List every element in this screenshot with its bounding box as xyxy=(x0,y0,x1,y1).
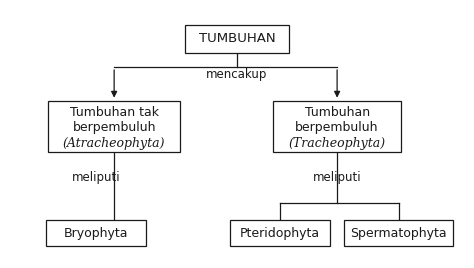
Text: Bryophyta: Bryophyta xyxy=(64,226,128,240)
Text: Tumbuhan: Tumbuhan xyxy=(305,106,370,119)
Text: mencakup: mencakup xyxy=(206,68,268,81)
Text: (Tracheophyta): (Tracheophyta) xyxy=(289,137,386,150)
FancyBboxPatch shape xyxy=(185,25,289,53)
FancyBboxPatch shape xyxy=(230,220,330,246)
Text: berpembuluh: berpembuluh xyxy=(73,121,156,134)
FancyBboxPatch shape xyxy=(48,100,180,152)
Text: berpembuluh: berpembuluh xyxy=(295,121,379,134)
FancyBboxPatch shape xyxy=(273,100,401,152)
Text: (Atracheophyta): (Atracheophyta) xyxy=(63,137,165,150)
Text: meliputi: meliputi xyxy=(72,171,120,184)
Text: meliputi: meliputi xyxy=(313,171,361,184)
Text: TUMBUHAN: TUMBUHAN xyxy=(199,32,275,45)
Text: Spermatophyta: Spermatophyta xyxy=(350,226,447,240)
Text: Tumbuhan tak: Tumbuhan tak xyxy=(70,106,159,119)
FancyBboxPatch shape xyxy=(46,220,146,246)
Text: Pteridophyta: Pteridophyta xyxy=(240,226,320,240)
FancyBboxPatch shape xyxy=(344,220,453,246)
